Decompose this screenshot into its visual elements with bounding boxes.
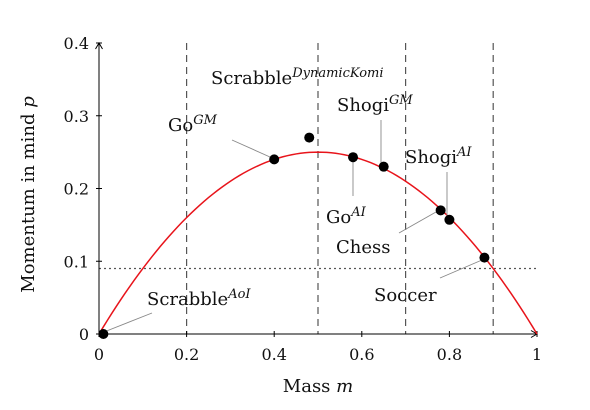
data-point-2 <box>304 132 315 143</box>
data-point-4 <box>378 161 389 172</box>
y-tick-label-0: 0 <box>79 325 89 344</box>
x-tick-label-5: 1 <box>532 345 542 364</box>
pin-line-1 <box>231 139 271 158</box>
x-tick-label-4: 0.8 <box>437 345 462 364</box>
point-label-sup-2: DynamicKomi <box>291 66 383 81</box>
y-tick-label-3: 0.3 <box>64 107 89 126</box>
point-label-7: Soccer <box>374 285 437 306</box>
ticks: 0 0.2 0.4 0.6 0.8 1 0 0.1 0.2 0.3 0.4 <box>64 34 543 364</box>
y-axis-label: Momentum in mind p <box>18 96 39 293</box>
point-label-name-7: Soccer <box>374 285 437 306</box>
point-label-sup-0: AoI <box>227 287 251 302</box>
vertical-dashed-lines <box>186 43 494 334</box>
point-label-name-6: Chess <box>336 237 391 258</box>
x-tick-label-0: 0 <box>94 345 104 364</box>
curve-line <box>98 151 538 335</box>
point-label-2: ScrabbleDynamicKomi <box>211 66 384 89</box>
point-labels: ScrabbleAoIGoGMScrabbleDynamicKomiGoAISh… <box>147 66 472 310</box>
point-label-name-3: Go <box>326 207 351 228</box>
x-tick-label-1: 0.2 <box>174 345 199 364</box>
point-label-name-2: Scrabble <box>211 68 292 89</box>
point-label-name-5: Shogi <box>405 147 457 168</box>
point-label-1: GoGM <box>168 113 218 136</box>
data-point-1 <box>269 154 280 165</box>
data-point-6 <box>444 214 455 225</box>
point-label-sup-4: GM <box>389 93 413 108</box>
pin-line-7 <box>439 259 483 279</box>
point-label-0: ScrabbleAoI <box>147 287 251 310</box>
y-tick-label-2: 0.2 <box>64 180 89 199</box>
x-tick-label-2: 0.4 <box>261 345 286 364</box>
point-label-sup-1: GM <box>193 113 217 128</box>
pin-line-6 <box>398 211 437 234</box>
point-label-3: GoAI <box>326 205 367 228</box>
point-label-6: Chess <box>336 237 391 258</box>
point-label-sup-3: AI <box>350 205 366 220</box>
annotation-pins <box>103 120 483 333</box>
point-label-5: ShogiAI <box>405 145 472 168</box>
data-point-5 <box>435 205 446 216</box>
data-point-0 <box>98 329 109 339</box>
x-tick-label-3: 0.6 <box>349 345 374 364</box>
point-label-4: ShogiGM <box>337 93 413 116</box>
point-label-name-1: Go <box>168 115 193 136</box>
point-label-name-4: Shogi <box>337 95 389 116</box>
data-point-3 <box>348 152 359 163</box>
data-points <box>98 132 490 339</box>
x-axis-label: Mass m <box>283 376 353 397</box>
y-tick-label-1: 0.1 <box>64 252 89 271</box>
point-label-name-0: Scrabble <box>147 289 228 310</box>
data-point-7 <box>479 252 490 263</box>
pin-line-0 <box>103 312 153 333</box>
y-tick-label-4: 0.4 <box>64 34 89 53</box>
point-label-sup-5: AI <box>456 145 472 160</box>
